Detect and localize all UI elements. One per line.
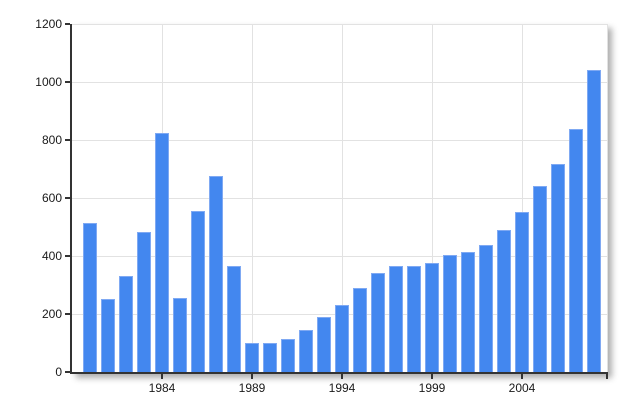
x-tick-1984: [161, 374, 163, 379]
x-axis-line: [70, 372, 608, 374]
x-axis-label-2004: 2004: [508, 381, 536, 395]
y-axis-label-1000: 1000: [35, 75, 62, 89]
bar-1987: [209, 176, 223, 372]
y-tick-600: [65, 197, 70, 199]
y-axis-label-600: 600: [41, 191, 62, 205]
bar-1988: [227, 266, 241, 372]
x-tick-1989: [251, 374, 253, 379]
bar-2001: [461, 252, 475, 372]
bar-2005: [533, 186, 547, 372]
gridline-y-800: [72, 140, 608, 141]
bar-1982: [119, 276, 133, 372]
x-axis-label-1994: 1994: [328, 381, 356, 395]
bar-1994: [335, 305, 349, 372]
y-axis-label-0: 0: [55, 365, 62, 379]
gridline-x-2004: [522, 24, 523, 372]
bar-2002: [479, 245, 493, 372]
gridline-y-1000: [72, 82, 608, 83]
bar-1991: [281, 339, 295, 372]
x-axis-end-tick: [606, 374, 608, 379]
bar-1984: [155, 133, 169, 372]
gridline-right-edge: [607, 24, 608, 372]
bar-1993: [317, 317, 331, 372]
bar-1992: [299, 330, 313, 372]
bar-1989: [245, 343, 259, 372]
bar-2008: [587, 70, 601, 372]
bar-1996: [371, 273, 385, 372]
bar-1983: [137, 232, 151, 372]
y-tick-200: [65, 313, 70, 315]
x-axis-label-1999: 1999: [418, 381, 446, 395]
bar-2004: [515, 212, 529, 372]
gridline-y-1200: [72, 24, 608, 25]
bar-1998: [407, 266, 421, 372]
x-axis-label-1984: 1984: [148, 381, 176, 395]
bar-1981: [101, 299, 115, 372]
bar-1999: [425, 263, 439, 372]
bar-1995: [353, 288, 367, 372]
y-axis-label-200: 200: [41, 307, 62, 321]
bar-1997: [389, 266, 403, 372]
y-tick-400: [65, 255, 70, 257]
gridline-x-1989: [252, 24, 253, 372]
bar-2006: [551, 164, 565, 372]
gridline-y-400: [72, 256, 608, 257]
x-axis-label-1989: 1989: [238, 381, 266, 395]
bar-1990: [263, 343, 277, 372]
y-tick-1000: [65, 81, 70, 83]
y-tick-0: [65, 371, 70, 373]
y-axis-label-1200: 1200: [35, 17, 62, 31]
x-tick-1994: [341, 374, 343, 379]
gridline-x-1999: [432, 24, 433, 372]
bar-1986: [191, 211, 205, 372]
y-tick-800: [65, 139, 70, 141]
y-axis-label-800: 800: [41, 133, 62, 147]
bar-1985: [173, 298, 187, 372]
y-tick-1200: [65, 23, 70, 25]
x-tick-2004: [521, 374, 523, 379]
gridline-y-600: [72, 198, 608, 199]
bar-2000: [443, 255, 457, 372]
y-axis-label-400: 400: [41, 249, 62, 263]
plot-area: [72, 24, 608, 374]
bar-1980: [83, 223, 97, 372]
y-axis-line: [70, 24, 72, 374]
gridline-x-1994: [342, 24, 343, 372]
bar-2007: [569, 129, 583, 372]
bar-2003: [497, 230, 511, 372]
x-tick-1999: [431, 374, 433, 379]
